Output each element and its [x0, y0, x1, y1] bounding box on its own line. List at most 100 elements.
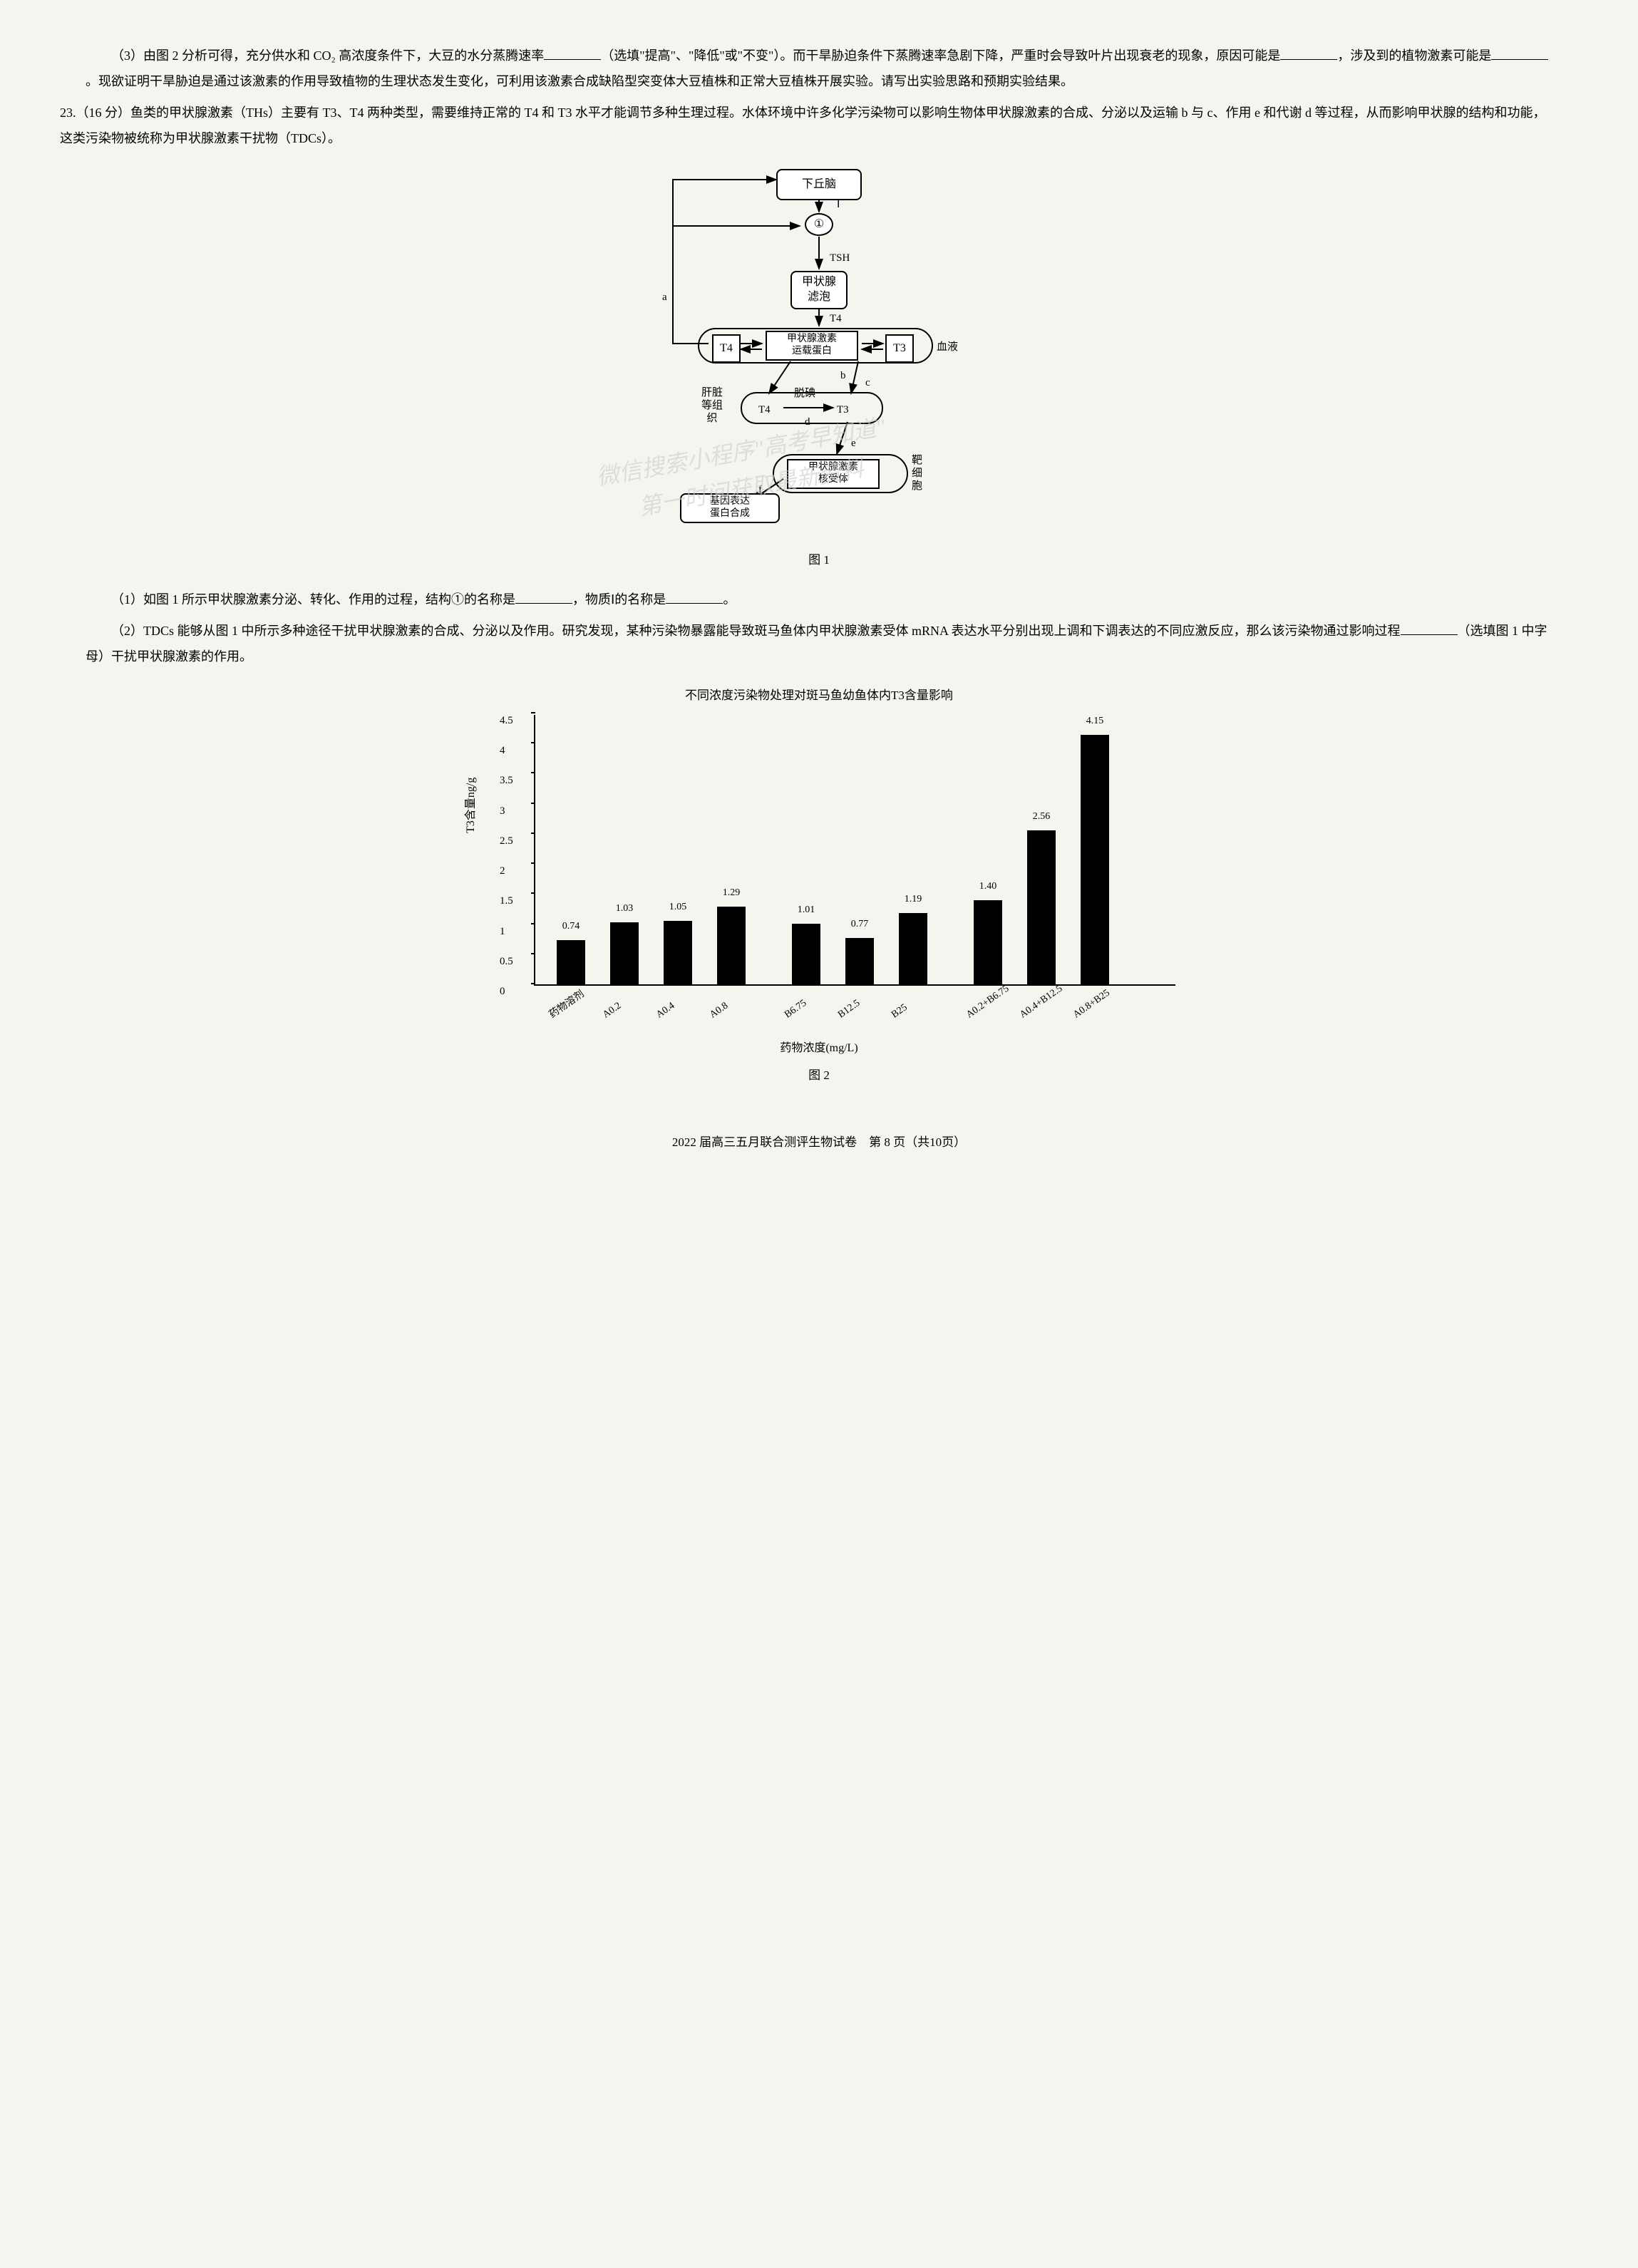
ytick-mark: [531, 983, 535, 984]
xtick-label: B6.75: [781, 994, 812, 1024]
label-c: c: [865, 372, 870, 393]
ytick-mark: [531, 862, 535, 864]
xtick-label: A0.4+B12.5: [1016, 980, 1068, 1025]
sub1-text3: 。: [723, 592, 736, 607]
label-liver: 肝脏 等组 织: [701, 386, 723, 425]
chart-section: 不同浓度污染物处理对斑马鱼幼鱼体内T3含量影响 T3含量ng/g 00.511.…: [86, 684, 1552, 1088]
blank: [1280, 47, 1337, 60]
ytick-label: 4.5: [500, 710, 513, 731]
xtick-label: A0.8: [706, 997, 733, 1025]
blank: [1401, 622, 1458, 635]
ytick-mark: [531, 923, 535, 924]
sub2-label: （2）: [111, 624, 143, 638]
node-t3-right: T3: [885, 334, 914, 363]
xtick-label: B25: [887, 999, 912, 1024]
ytick-mark: [531, 892, 535, 894]
node-hypothalamus: 下丘脑: [776, 169, 862, 200]
bar-value-label: 2.56: [1033, 807, 1051, 827]
xtick-label: B12.5: [834, 994, 865, 1024]
bar-chart: T3含量ng/g 00.511.522.533.544.50.74药物溶剂1.0…: [534, 715, 1175, 986]
q3-text1: 由图 2 分析可得，充分供水和 CO₂ 高浓度条件下，大豆的水分蒸腾速率: [143, 48, 544, 63]
bar-value-label: 4.15: [1086, 711, 1104, 731]
bar-value-label: 1.19: [905, 890, 922, 909]
sub1-text1: 如图 1 所示甲状腺激素分泌、转化、作用的过程，结构①的名称是: [143, 592, 515, 607]
node-transport: 甲状腺激素 运载蛋白: [766, 331, 858, 361]
label-d: d: [805, 411, 810, 433]
node-t4-left: T4: [712, 334, 741, 363]
ytick-mark: [531, 742, 535, 743]
label-I: Ⅰ: [837, 194, 840, 215]
chart-bar: [899, 913, 927, 984]
chart-bar: [974, 900, 1002, 984]
ytick-label: 2.5: [500, 830, 513, 852]
ytick-label: 0.5: [500, 951, 513, 972]
label-e: e: [851, 433, 856, 454]
label-deiodinate: 脱碘: [794, 383, 815, 404]
q3-text3: ，涉及到的植物激素可能是: [1337, 48, 1491, 63]
bar-value-label: 1.29: [723, 883, 741, 903]
question-23: 23.（16 分）鱼类的甲状腺激素（THs）主要有 T3、T4 两种类型，需要维…: [60, 100, 1552, 151]
chart-bar: [792, 924, 820, 984]
diagram-1-section: 下丘脑 ① 甲状腺 滤泡 T4 甲状腺激素 运载蛋白 T3 血液 肝脏 等组 织…: [86, 165, 1552, 572]
sub1-text2: ，物质Ⅰ的名称是: [572, 592, 666, 607]
q3-label: （3）: [111, 48, 143, 63]
figure1-caption: 图 1: [86, 548, 1552, 572]
node-t4-mid: T4: [758, 399, 771, 421]
chart-bar: [717, 907, 746, 984]
chart-bar: [610, 922, 639, 984]
label-f: f: [758, 479, 762, 500]
blank: [1491, 47, 1548, 60]
q23-intro: 鱼类的甲状腺激素（THs）主要有 T3、T4 两种类型，需要维持正常的 T4 和…: [60, 105, 1545, 145]
xtick-label: A0.2: [599, 997, 627, 1025]
ytick-label: 3.5: [500, 770, 513, 791]
ytick-label: 0: [500, 981, 505, 1002]
sub2-text1: TDCs 能够从图 1 中所示多种途径干扰甲状腺激素的合成、分泌以及作用。研究发…: [143, 624, 1401, 638]
figure2-caption: 图 2: [86, 1063, 1552, 1088]
ytick-label: 1: [500, 921, 505, 942]
bar-value-label: 1.05: [669, 897, 687, 917]
node-follicle: 甲状腺 滤泡: [790, 271, 848, 309]
blank: [515, 591, 572, 604]
sub1-label: （1）: [111, 592, 143, 607]
blank: [666, 591, 723, 604]
blank: [544, 47, 601, 60]
bar-value-label: 1.01: [798, 900, 815, 920]
chart-ylabel: T3含量ng/g: [460, 778, 483, 833]
q23-label: 23.（16 分）: [60, 105, 130, 120]
ytick-mark: [531, 712, 535, 713]
chart-bar: [664, 921, 692, 984]
sub-question-2: （2）TDCs 能够从图 1 中所示多种途径干扰甲状腺激素的合成、分泌以及作用。…: [86, 618, 1552, 669]
question-3: （3）由图 2 分析可得，充分供水和 CO₂ 高浓度条件下，大豆的水分蒸腾速率（…: [86, 43, 1552, 94]
label-blood: 血液: [937, 336, 958, 358]
node-receptor: 甲状腺激素 核受体: [787, 459, 880, 489]
node-expression: 基因表达 蛋白合成: [680, 493, 780, 523]
sub-question-1: （1）如图 1 所示甲状腺激素分泌、转化、作用的过程，结构①的名称是 ，物质Ⅰ的名…: [86, 587, 1552, 612]
node-t3-mid: T3: [837, 399, 849, 421]
bar-value-label: 0.74: [562, 917, 580, 937]
diagram-1: 下丘脑 ① 甲状腺 滤泡 T4 甲状腺激素 运载蛋白 T3 血液 肝脏 等组 织…: [623, 165, 1015, 536]
label-a: a: [662, 287, 667, 308]
xtick-label: A0.2+B6.75: [962, 980, 1014, 1025]
label-T4arrow: T4: [830, 308, 842, 329]
ytick-label: 1.5: [500, 890, 513, 912]
xtick-label: 药物溶剂: [545, 985, 589, 1024]
chart-bar: [1027, 830, 1056, 984]
label-b: b: [840, 365, 846, 386]
ytick-label: 3: [500, 800, 505, 822]
ytick-mark: [531, 772, 535, 773]
ytick-label: 4: [500, 740, 505, 761]
xtick-label: A0.4: [652, 997, 680, 1025]
node-circle1: ①: [805, 213, 833, 236]
bar-value-label: 0.77: [851, 914, 869, 934]
chart-xlabel: 药物浓度(mg/L): [86, 1037, 1552, 1060]
bar-value-label: 1.03: [616, 899, 634, 919]
q3-text4: 。现欲证明干旱胁迫是通过该激素的作用导致植物的生理状态发生变化，可利用该激素合成…: [86, 74, 1073, 88]
xtick-label: A0.8+B25: [1069, 984, 1115, 1025]
page-footer: 2022 届高三五月联合测评生物试卷 第 8 页（共10页）: [86, 1130, 1552, 1155]
chart-bar: [1081, 735, 1109, 984]
ytick-mark: [531, 833, 535, 834]
bar-value-label: 1.40: [979, 877, 997, 897]
chart-bar: [557, 940, 585, 984]
ytick-mark: [531, 953, 535, 954]
label-tsh: TSH: [830, 247, 850, 269]
